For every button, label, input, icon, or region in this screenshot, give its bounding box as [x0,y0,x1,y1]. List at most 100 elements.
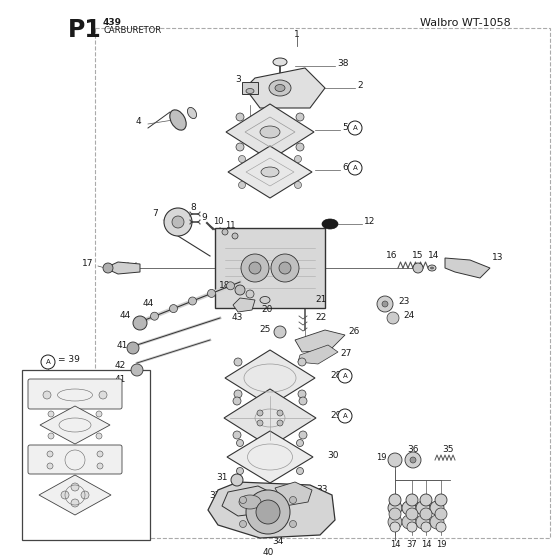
Text: 36: 36 [407,446,419,455]
Circle shape [189,297,197,305]
Circle shape [241,254,269,282]
Text: 43: 43 [231,314,242,323]
Circle shape [96,433,102,439]
Polygon shape [298,345,338,364]
Circle shape [231,474,243,486]
Circle shape [410,457,416,463]
Circle shape [435,508,447,520]
Text: 27: 27 [340,348,351,357]
Circle shape [295,181,301,189]
Text: 25: 25 [259,325,270,334]
Text: 30: 30 [327,450,338,460]
Text: A: A [45,359,50,365]
Text: 24: 24 [403,311,414,320]
Text: = 39: = 39 [58,354,80,363]
Circle shape [131,364,143,376]
Circle shape [236,440,244,446]
Circle shape [226,282,235,290]
Circle shape [290,520,296,528]
Polygon shape [105,262,140,274]
Circle shape [402,515,416,529]
Circle shape [388,453,402,467]
Ellipse shape [260,126,280,138]
Text: 21: 21 [315,296,326,305]
Circle shape [271,254,299,282]
Circle shape [232,233,238,239]
Ellipse shape [431,267,433,269]
Circle shape [296,440,304,446]
Text: 23: 23 [398,297,409,306]
Circle shape [290,497,296,503]
Circle shape [81,491,89,499]
Text: 439: 439 [103,18,122,27]
Circle shape [133,316,147,330]
Text: 38: 38 [337,58,348,68]
Text: 32: 32 [209,491,221,500]
Circle shape [233,431,241,439]
Ellipse shape [246,88,254,94]
Ellipse shape [275,85,285,91]
Text: 7: 7 [152,208,158,217]
Circle shape [41,355,55,369]
Circle shape [257,420,263,426]
Circle shape [71,483,79,491]
Text: 12: 12 [364,217,375,226]
Circle shape [47,463,53,469]
Circle shape [61,491,69,499]
Circle shape [271,507,279,515]
Ellipse shape [322,219,338,229]
Text: 31: 31 [216,473,228,482]
Circle shape [240,520,246,528]
Circle shape [249,262,261,274]
Circle shape [256,500,280,524]
Text: 33: 33 [316,486,328,494]
Text: A: A [353,165,357,171]
Circle shape [99,391,107,399]
Circle shape [299,397,307,405]
Circle shape [296,143,304,151]
Text: 8: 8 [190,203,196,212]
Circle shape [48,411,54,417]
Circle shape [236,113,244,121]
Circle shape [234,390,242,398]
Circle shape [377,296,393,312]
Circle shape [348,121,362,135]
Text: A: A [343,413,347,419]
Circle shape [222,229,228,235]
Circle shape [234,358,242,366]
FancyBboxPatch shape [215,228,325,308]
Circle shape [236,143,244,151]
Circle shape [382,301,388,307]
Circle shape [172,216,184,228]
Text: 17: 17 [82,259,94,268]
Text: P1: P1 [68,18,102,42]
Circle shape [298,358,306,366]
Circle shape [96,411,102,417]
Circle shape [239,156,245,162]
Polygon shape [233,298,255,312]
Circle shape [235,285,245,295]
Circle shape [296,113,304,121]
Circle shape [338,409,352,423]
Text: 34: 34 [272,537,284,546]
Text: 14: 14 [428,251,440,260]
Polygon shape [40,406,110,444]
FancyBboxPatch shape [28,445,122,474]
Circle shape [388,515,402,529]
Text: 10: 10 [213,217,223,226]
Text: 6: 6 [342,164,348,172]
Text: Walbro WT-1058: Walbro WT-1058 [420,18,511,28]
Circle shape [387,312,399,324]
Circle shape [388,501,402,515]
Text: CARBURETOR: CARBURETOR [103,26,161,35]
Circle shape [43,391,51,399]
Polygon shape [295,330,345,352]
Circle shape [295,156,301,162]
Text: 14: 14 [421,540,431,549]
Circle shape [430,515,444,529]
Ellipse shape [273,58,287,66]
Text: A: A [353,125,357,131]
Polygon shape [226,104,314,160]
Circle shape [435,494,447,506]
Text: 18: 18 [220,282,231,291]
